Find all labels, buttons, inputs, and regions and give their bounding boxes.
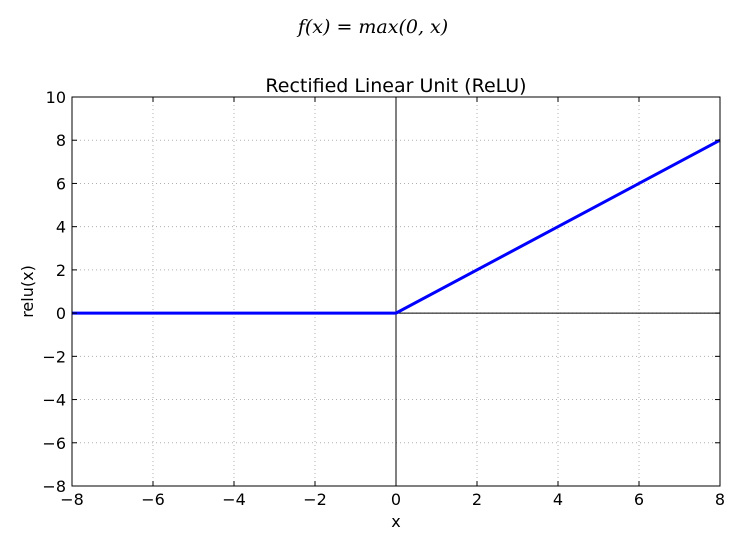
x-tick-label: −2 — [303, 490, 327, 509]
y-tick-label: 2 — [56, 261, 66, 280]
tick-labels: −8 −6 −4 −2 0 2 4 6 8 −8 −6 −4 −2 0 2 4 6 8 10 — [42, 88, 725, 509]
y-tick-label: 10 — [46, 88, 66, 107]
x-tick-label: −4 — [222, 490, 246, 509]
x-tick-label: 8 — [715, 490, 725, 509]
y-tick-label: −6 — [42, 434, 66, 453]
series-group — [72, 138, 721, 315]
relu-series-line — [72, 138, 721, 315]
formula: f(x) = max(0, x) — [297, 16, 449, 38]
ticks — [71, 96, 721, 487]
x-tick-label: 6 — [634, 490, 644, 509]
y-tick-label: 8 — [56, 131, 66, 150]
y-tick-label: −2 — [42, 347, 66, 366]
y-tick-label: 0 — [56, 304, 66, 323]
x-tick-label: 2 — [472, 490, 482, 509]
x-tick-label: 0 — [391, 490, 401, 509]
x-axis-label: x — [391, 512, 400, 531]
x-tick-label: −6 — [141, 490, 165, 509]
y-tick-label: −8 — [42, 477, 66, 496]
y-tick-label: 6 — [56, 174, 66, 193]
y-axis-label: relu(x) — [18, 265, 37, 318]
chart-title: Rectified Linear Unit (ReLU) — [265, 75, 526, 97]
x-tick-label: 4 — [553, 490, 563, 509]
x-tick-label: −8 — [60, 490, 84, 509]
y-tick-label: 4 — [56, 218, 66, 237]
y-tick-label: −4 — [42, 391, 66, 410]
reference-lines — [72, 97, 720, 486]
